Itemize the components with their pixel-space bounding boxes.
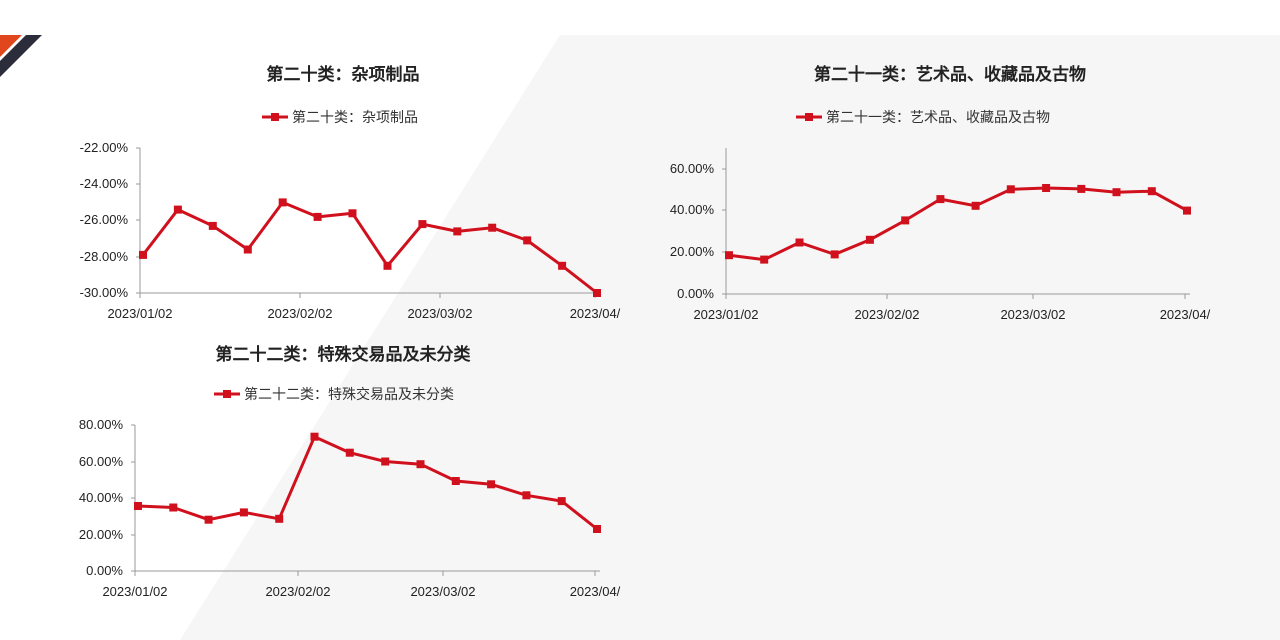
data-point: [936, 195, 945, 204]
data-point: [239, 508, 248, 517]
series-line: [141, 200, 598, 295]
data-point: [865, 235, 874, 244]
x-tick-label: 2023/02/02: [854, 307, 919, 322]
data-point: [278, 198, 287, 207]
x-tick-label: 2023/01/02: [102, 584, 167, 599]
y-tick-label: -26.00%: [80, 212, 129, 227]
data-point: [901, 216, 910, 225]
legend-marker: [805, 113, 813, 121]
data-point: [243, 245, 252, 254]
data-point: [558, 261, 567, 270]
y-tick-label: -28.00%: [80, 249, 129, 264]
data-point: [593, 289, 601, 297]
data-point: [310, 432, 319, 441]
data-point: [1006, 185, 1015, 194]
data-point: [1077, 184, 1086, 193]
data-point: [760, 255, 769, 264]
data-point: [795, 238, 804, 247]
data-point: [204, 515, 213, 524]
legend-label: 第二十类：杂项制品: [292, 109, 418, 126]
data-point: [134, 502, 142, 510]
legend-label: 第二十二类：特殊交易品及未分类: [244, 386, 454, 403]
chart-title: 第二十一类：艺术品、收藏品及古物: [814, 64, 1086, 85]
y-tick-label: -24.00%: [80, 176, 129, 191]
y-tick-label: 80.00%: [79, 417, 124, 432]
data-point: [139, 250, 147, 259]
x-tick-label: 2023/03/02: [1000, 307, 1065, 322]
y-tick-label: 60.00%: [670, 161, 715, 176]
data-point: [593, 525, 601, 533]
chart-title: 第二十二类：特殊交易品及未分类: [216, 344, 472, 365]
x-tick-label: 2023/01/02: [107, 306, 172, 321]
series-line: [137, 435, 598, 531]
y-tick-label: 40.00%: [670, 202, 715, 217]
y-tick-label: 0.00%: [677, 286, 714, 301]
data-point: [1147, 187, 1156, 196]
y-tick-label: -22.00%: [80, 140, 129, 155]
data-point: [383, 261, 392, 270]
data-point: [971, 201, 980, 210]
x-tick-label: 2023/02/02: [265, 584, 330, 599]
x-tick-label: 2023/03/02: [407, 306, 472, 321]
x-tick-label: 2023/02/02: [267, 306, 332, 321]
data-point: [313, 212, 322, 221]
data-point: [725, 251, 733, 260]
data-point: [830, 250, 839, 259]
data-point: [1112, 188, 1121, 197]
legend-label: 第二十一类：艺术品、收藏品及古物: [826, 109, 1050, 126]
y-tick-label: 60.00%: [79, 454, 124, 469]
data-point: [487, 480, 496, 489]
x-tick-label: 2023/04/: [1160, 307, 1211, 322]
x-tick-label: 2023/01/02: [693, 307, 758, 322]
data-point: [208, 221, 217, 230]
background-gray-wedge: [180, 35, 1280, 640]
chart-title: 第二十类：杂项制品: [267, 64, 420, 85]
legend-marker: [223, 390, 231, 398]
data-point: [418, 220, 427, 229]
y-tick-label: 0.00%: [86, 563, 123, 578]
legend-marker: [271, 113, 279, 121]
data-point: [381, 457, 390, 466]
data-point: [275, 514, 284, 523]
data-point: [348, 209, 357, 218]
y-tick-label: 40.00%: [79, 490, 124, 505]
data-point: [169, 503, 178, 512]
data-point: [451, 477, 460, 485]
corner-dark-accent: [0, 35, 42, 77]
y-tick-label: 20.00%: [79, 527, 124, 542]
x-tick-label: 2023/04/: [570, 306, 621, 321]
data-point: [345, 448, 354, 457]
data-point: [1183, 206, 1191, 215]
y-tick-label: -30.00%: [80, 285, 129, 300]
data-point: [523, 236, 532, 245]
data-point: [522, 491, 531, 500]
series-line: [728, 186, 1188, 262]
data-point: [453, 227, 462, 236]
x-tick-label: 2023/04/: [570, 584, 621, 599]
data-point: [416, 460, 425, 469]
y-tick-label: 20.00%: [670, 244, 715, 259]
data-point: [488, 223, 497, 232]
data-point: [173, 205, 182, 214]
x-tick-label: 2023/03/02: [410, 584, 475, 599]
data-point: [557, 497, 566, 506]
data-point: [1042, 184, 1051, 192]
corner-orange-accent: [0, 35, 22, 57]
